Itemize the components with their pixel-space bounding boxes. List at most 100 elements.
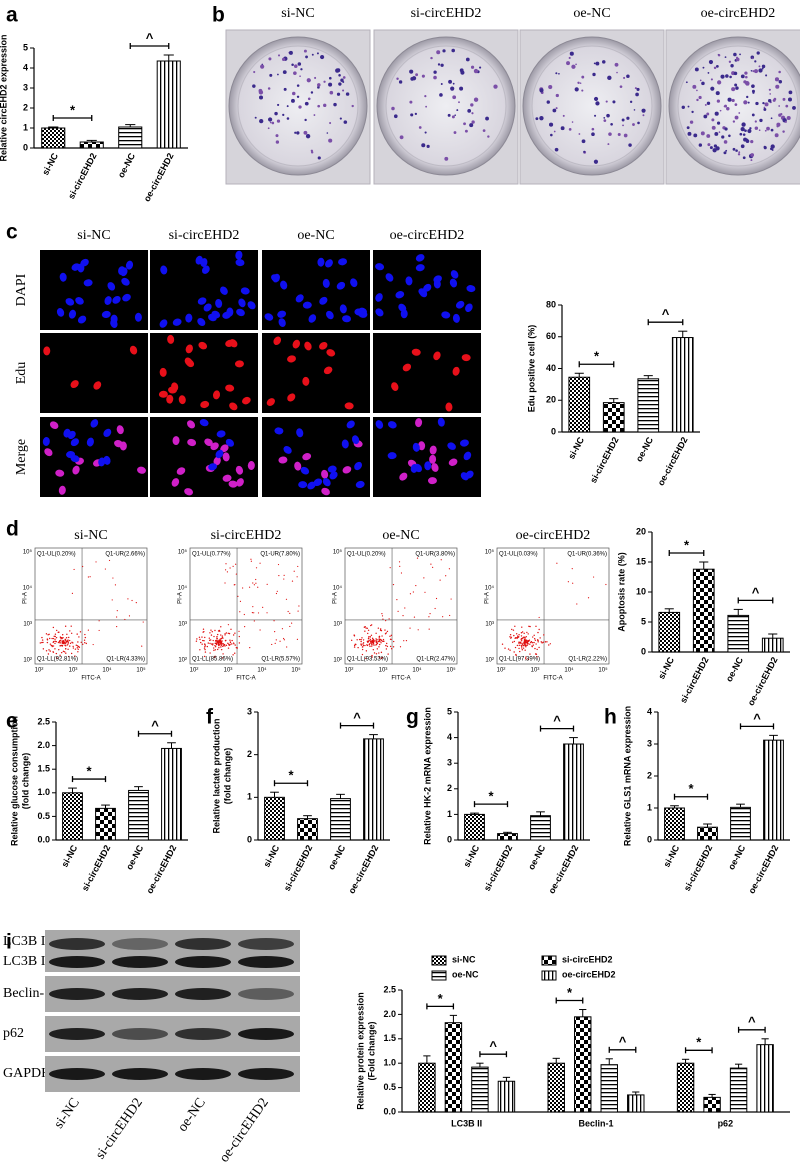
event: [195, 640, 198, 642]
event: [378, 656, 381, 658]
blot-label: GAPDH: [3, 1066, 51, 1081]
colony: [714, 132, 719, 136]
nucleus: [184, 357, 193, 366]
event: [289, 625, 291, 628]
column-header: oe-circEHD2: [516, 528, 591, 543]
event: [364, 630, 366, 632]
event: [80, 641, 82, 644]
event: [368, 643, 371, 645]
colony: [723, 105, 726, 108]
event: [214, 642, 216, 645]
colony: [747, 101, 750, 104]
nucleus: [391, 382, 399, 391]
event: [511, 641, 514, 643]
y-axis-label: Relative HK-2 mRNA expression: [422, 707, 432, 845]
colony: [425, 105, 428, 108]
colony: [338, 74, 341, 77]
nucleus: [43, 346, 51, 356]
event: [218, 644, 220, 647]
colony: [689, 120, 694, 124]
event: [362, 639, 365, 641]
nucleus: [448, 458, 458, 466]
nucleus: [307, 481, 316, 490]
event: [225, 632, 228, 634]
x-tick-label: si-NC: [59, 843, 79, 869]
event: [239, 600, 242, 603]
axis-label: PI-A: [333, 592, 339, 604]
event: [510, 636, 513, 639]
event: [442, 616, 444, 618]
colony: [276, 73, 279, 76]
blot-band: [112, 938, 168, 950]
event: [385, 620, 387, 622]
event: [424, 591, 426, 593]
event: [576, 603, 578, 605]
blot-band: [175, 988, 231, 1000]
event: [216, 648, 219, 651]
x-tick-label: si-NC: [656, 655, 676, 681]
colony: [700, 131, 705, 136]
column-header: si-NC: [281, 6, 314, 21]
event: [528, 625, 530, 628]
nucleus: [447, 442, 456, 450]
colony: [296, 131, 300, 135]
event: [218, 629, 221, 632]
event: [384, 633, 387, 635]
event: [211, 631, 213, 633]
colony: [713, 66, 717, 70]
colony: [453, 131, 457, 134]
y-axis-label: (fold change): [222, 748, 232, 805]
bar: [664, 807, 685, 841]
quadrant-label: Q1-UL(0.03%): [499, 552, 538, 558]
colony: [710, 78, 713, 81]
nucleus: [202, 265, 210, 274]
nucleus: [185, 313, 193, 323]
colony: [568, 56, 571, 60]
colony: [571, 64, 576, 69]
event: [220, 648, 223, 651]
colony: [750, 139, 754, 144]
event: [537, 641, 539, 643]
colony: [715, 64, 719, 68]
colony: [698, 143, 703, 147]
significance-mark: ^: [619, 1034, 627, 1049]
blot-label: LC3B II: [3, 954, 50, 969]
colony: [452, 95, 457, 100]
event: [222, 645, 224, 648]
colony: [594, 114, 597, 117]
event: [402, 615, 404, 617]
nucleus: [247, 301, 256, 310]
colony: [636, 87, 640, 91]
event: [366, 644, 369, 647]
colony: [277, 103, 280, 107]
event: [212, 643, 214, 645]
event: [513, 651, 515, 653]
x-tick-label: LC3B II: [451, 1118, 482, 1128]
event: [76, 647, 79, 649]
x-tick-label: si-circEHD2: [282, 843, 315, 892]
x-tick-label: oe-NC: [634, 435, 656, 464]
nucleus: [160, 265, 168, 275]
y-tick-label: 3: [23, 82, 28, 92]
colony: [329, 90, 334, 95]
event: [128, 615, 131, 617]
event: [213, 649, 215, 652]
y-axis-label: (Fold change): [366, 1022, 376, 1081]
event: [536, 648, 538, 651]
blot-band: [49, 988, 105, 1000]
event: [367, 632, 369, 635]
colony: [260, 64, 265, 69]
colony: [743, 100, 748, 105]
event: [417, 629, 419, 631]
nucleus: [93, 381, 102, 390]
event: [199, 649, 201, 651]
colony: [770, 117, 773, 120]
colony: [733, 71, 738, 76]
micrograph: [373, 333, 481, 413]
event: [56, 657, 58, 659]
legend-label: oe-circEHD2: [562, 969, 616, 979]
plate: [228, 36, 368, 176]
nucleus: [295, 294, 304, 303]
event: [517, 635, 519, 637]
event: [378, 639, 381, 642]
